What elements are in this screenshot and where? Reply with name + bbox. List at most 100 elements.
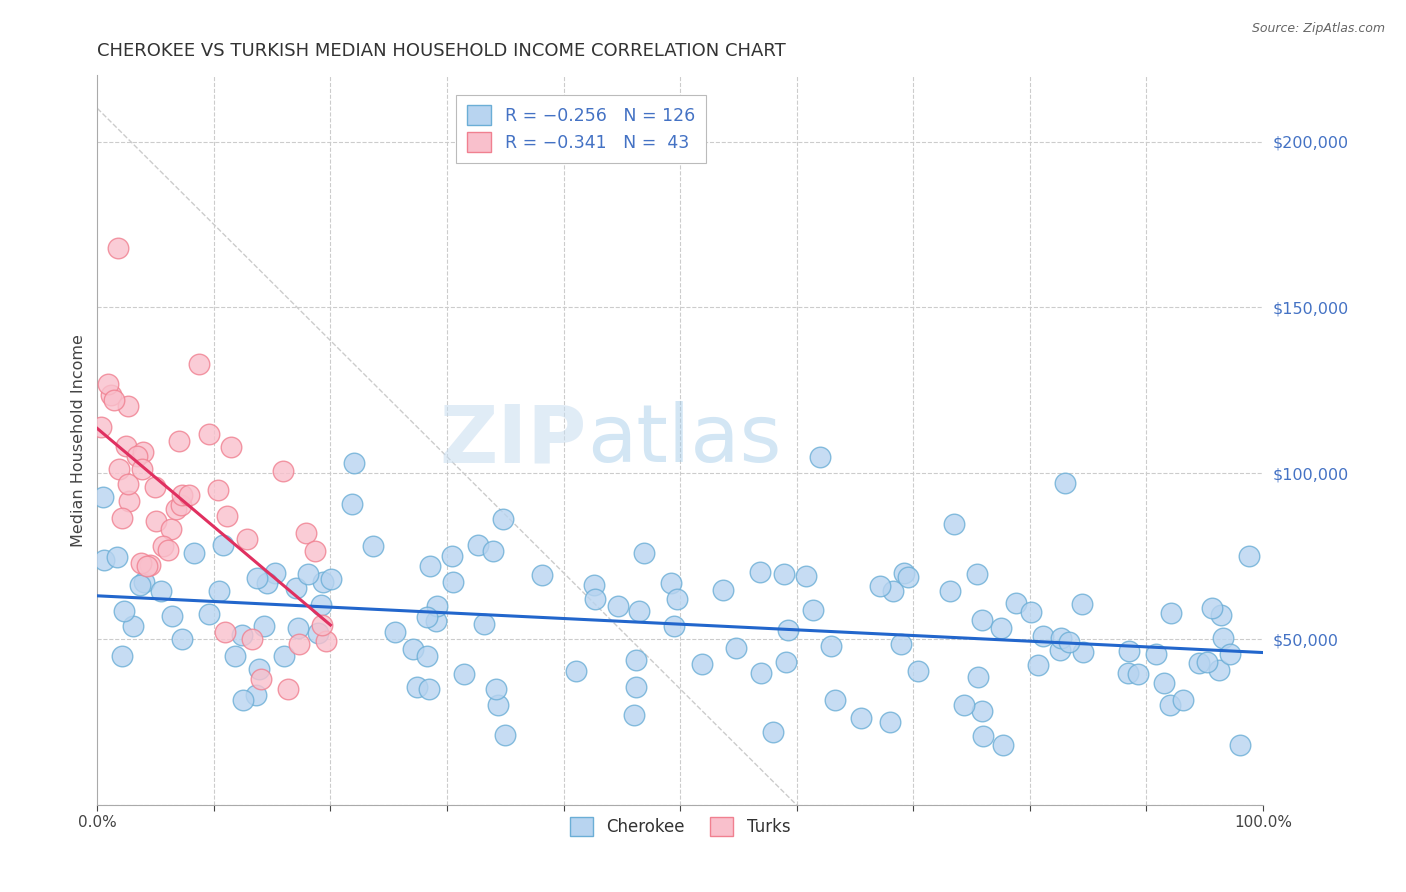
Point [808,450,831,464]
Point [441,575,464,590]
Point [585,591,607,606]
Point [247,662,270,676]
Point [485,682,508,697]
Point [624,653,647,667]
Point [311,618,333,632]
Point [1049,631,1071,645]
Point [160,522,183,536]
Point [690,657,713,671]
Point [893,566,915,581]
Point [425,614,447,628]
Point [419,559,441,574]
Point [415,609,437,624]
Point [107,462,129,476]
Point [117,399,139,413]
Point [132,445,155,459]
Point [297,566,319,581]
Point [170,498,193,512]
Point [749,666,772,681]
Point [939,584,962,599]
Point [90,420,112,434]
Point [1173,693,1195,707]
Point [117,476,139,491]
Point [583,578,606,592]
Point [1159,698,1181,712]
Point [103,393,125,408]
Point [882,584,904,599]
Point [115,439,138,453]
Point [972,704,994,718]
Point [127,449,149,463]
Point [1071,597,1094,611]
Point [165,502,187,516]
Point [607,599,630,613]
Point [762,725,785,739]
Point [256,576,278,591]
Point [943,516,966,531]
Point [107,241,129,255]
Text: atlas: atlas [586,401,782,479]
Point [111,511,134,525]
Point [966,567,988,582]
Text: Source: ZipAtlas.com: Source: ZipAtlas.com [1251,22,1385,36]
Point [211,538,233,552]
Point [100,387,122,401]
Point [172,632,194,646]
Text: ZIP: ZIP [440,401,586,479]
Point [633,546,655,560]
Point [1032,629,1054,643]
Point [128,577,150,591]
Point [122,618,145,632]
Point [132,575,155,590]
Point [1188,656,1211,670]
Point [232,693,254,707]
Point [628,604,651,618]
Point [157,543,180,558]
Point [1212,631,1234,645]
Point [277,681,299,696]
Point [287,621,309,635]
Point [530,568,553,582]
Point [208,584,231,599]
Legend: Cherokee, Turks: Cherokee, Turks [561,808,799,844]
Point [494,728,516,742]
Point [312,574,335,589]
Point [418,681,440,696]
Point [481,543,503,558]
Point [187,357,209,371]
Point [1201,601,1223,615]
Point [139,558,162,573]
Point [131,556,153,570]
Point [271,464,294,478]
Point [748,566,770,580]
Point [224,648,246,663]
Point [1239,549,1261,563]
Point [183,546,205,560]
Point [441,549,464,563]
Point [307,626,329,640]
Point [240,632,263,646]
Point [111,649,134,664]
Point [486,698,509,712]
Point [217,508,239,523]
Point [343,456,366,470]
Point [565,664,588,678]
Point [1026,658,1049,673]
Point [1126,667,1149,681]
Point [725,640,748,655]
Point [253,618,276,632]
Point [162,609,184,624]
Point [772,566,794,581]
Point [1160,606,1182,620]
Point [1053,476,1076,491]
Point [623,708,645,723]
Point [143,480,166,494]
Point [1116,665,1139,680]
Point [662,619,685,633]
Point [249,672,271,686]
Point [198,607,221,622]
Point [131,462,153,476]
Point [896,570,918,584]
Point [1195,655,1218,669]
Point [990,621,1012,635]
